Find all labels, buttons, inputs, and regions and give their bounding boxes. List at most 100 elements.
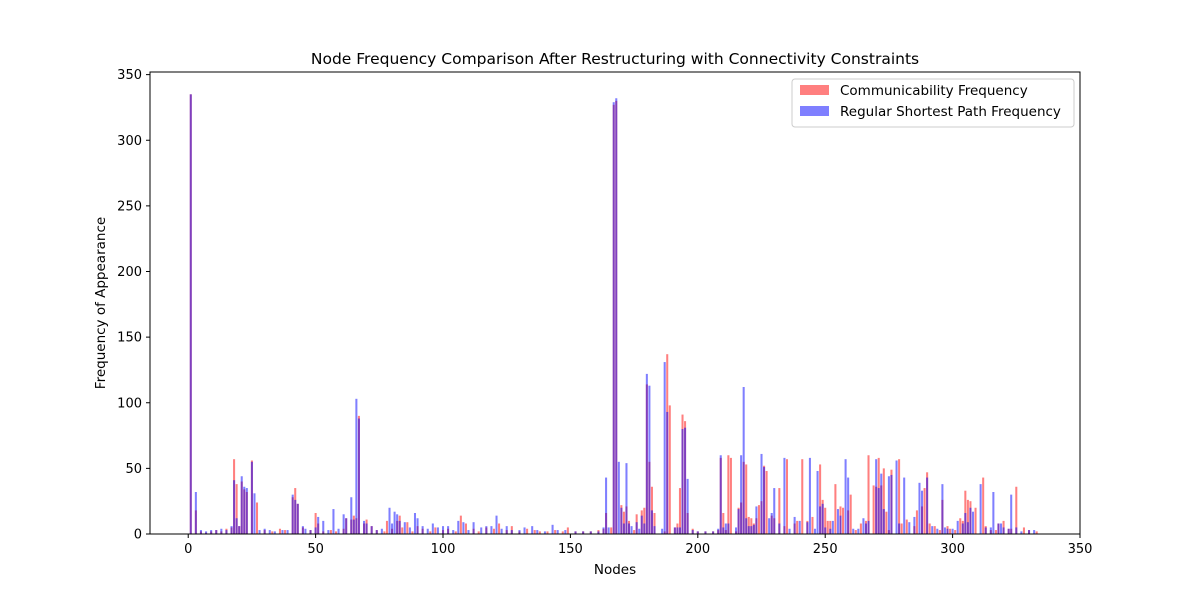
bar-series1-node-62 (345, 518, 348, 534)
bar-series1-node-263 (857, 528, 860, 534)
bar-series1-node-65 (352, 519, 355, 534)
bar-series1-node-108 (462, 522, 465, 534)
bar-series1-node-308 (971, 511, 975, 534)
bar-series1-node-18 (233, 480, 236, 534)
bar-series1-node-275 (887, 476, 890, 534)
x-tick-label: 100 (431, 542, 456, 557)
bar-series0-node-305 (964, 490, 967, 534)
bar-series0-node-293 (933, 526, 936, 535)
bar-series1-node-110 (467, 530, 470, 534)
bar-series0-node-267 (867, 455, 870, 534)
bar-series1-node-3 (194, 492, 197, 534)
bar-series0-node-280 (900, 523, 903, 534)
bar-series1-node-273 (882, 509, 885, 534)
bar-series0-node-27 (255, 502, 259, 534)
bar-series1-node-94 (426, 528, 429, 534)
bar-series0-node-220 (747, 516, 750, 534)
bar-series1-node-132 (523, 527, 526, 534)
bar-series1-node-20 (238, 526, 241, 535)
legend: Communicability Frequency Regular Shorte… (791, 78, 1075, 128)
bar-series1-node-196 (686, 478, 689, 535)
bar-series1-node-292 (931, 526, 934, 535)
bar-series1-node-174 (630, 526, 633, 535)
bar-series1-node-230 (773, 488, 776, 534)
bar-series0-node-105 (454, 531, 457, 535)
bar-series0-node-254 (834, 484, 837, 535)
bar-series0-node-325 (1015, 486, 1018, 534)
bar-series1-node-279 (898, 523, 901, 534)
bar-series0-node-257 (842, 507, 845, 534)
bar-series0-node-239 (796, 520, 799, 535)
bar-series1-node-316 (992, 492, 995, 534)
bar-series1-node-225 (760, 453, 763, 534)
bar-series1-node-313 (984, 527, 987, 534)
bar-series1-node-271 (877, 488, 880, 534)
bar-series1-node-195 (684, 427, 687, 534)
bar-series1-node-39 (286, 530, 289, 534)
bar-series1-node-79 (388, 507, 391, 534)
bar-series1-node-322 (1007, 528, 1010, 534)
bar-series1-node-130 (518, 530, 521, 534)
bar-series1-node-158 (589, 531, 592, 535)
bar-series0-node-84 (401, 527, 404, 534)
bar-series1-node-327 (1020, 531, 1023, 535)
bar-series1-node-219 (745, 518, 748, 534)
bar-series1-node-307 (969, 507, 972, 534)
bar-series0-node-301 (954, 530, 957, 534)
bar-series1-node-228 (768, 518, 771, 534)
bar-series0-node-295 (938, 530, 941, 534)
bar-series1-node-302 (956, 520, 959, 535)
bar-series1-node-234 (783, 457, 786, 535)
x-tick-label: 150 (558, 542, 583, 557)
bar-series1-node-28 (258, 530, 261, 534)
bar-series1-node-15 (225, 530, 228, 534)
bar-series1-node-43 (296, 503, 299, 534)
bar-series1-node-80 (391, 523, 394, 534)
bar-series1-node-170 (620, 507, 623, 534)
bar-series0-node-224 (757, 505, 760, 535)
bar-series1-node-211 (724, 523, 727, 534)
bar-series1-node-261 (852, 528, 855, 534)
y-tick-label: 0 (134, 528, 142, 543)
bar-series1-node-72 (370, 526, 373, 535)
bar-series0-node-212 (727, 455, 730, 534)
bar-series1-node-179 (643, 523, 646, 534)
bar-series1-node-238 (793, 516, 796, 534)
bar-series1-node-30 (263, 528, 266, 534)
bar-series0-node-317 (994, 530, 997, 534)
bar-series0-node-122 (498, 523, 501, 534)
bar-series1-node-9 (210, 530, 213, 534)
y-tick-label: 200 (117, 265, 142, 280)
bar-series1-node-323 (1010, 494, 1013, 535)
bar-series1-node-218 (742, 387, 745, 534)
bar-series1-node-163 (602, 527, 605, 534)
legend-box (791, 78, 1075, 128)
bar-series0-node-289 (923, 488, 926, 534)
bar-series0-node-109 (464, 523, 467, 534)
bar-series1-node-176 (635, 522, 638, 534)
bar-series1-node-81 (393, 511, 396, 534)
bar-series1-node-320 (1002, 527, 1005, 534)
bar-series0-node-309 (974, 507, 977, 534)
bar-series1-node-249 (821, 503, 824, 534)
bar-series1-node-85 (403, 522, 406, 534)
x-tick-label: 300 (940, 542, 965, 557)
y-axis-label: Frequency of Appearance (93, 217, 109, 389)
bar-series0-node-213 (729, 457, 732, 535)
bar-series1-node-57 (332, 509, 335, 534)
bar-series0-node-136 (533, 530, 536, 534)
bar-series1-node-187 (663, 362, 666, 534)
bar-series0-node-182 (650, 486, 653, 534)
bar-series1-node-26 (253, 493, 256, 534)
bar-series1-node-104 (452, 530, 455, 534)
bar-series1-node-318 (997, 523, 1000, 534)
bar-series1-node-46 (304, 528, 307, 534)
x-axis-ticks: 0 50 100 150 200 250 300 350 (184, 534, 1092, 557)
bar-series1-node-168 (615, 98, 618, 534)
y-tick-label: 350 (117, 68, 142, 83)
bar-series1-node-102 (447, 526, 450, 535)
bar-series0-node-38 (284, 530, 287, 534)
bar-series1-node-272 (880, 473, 883, 535)
x-tick-label: 250 (813, 542, 838, 557)
bar-series0-node-221 (750, 518, 753, 534)
